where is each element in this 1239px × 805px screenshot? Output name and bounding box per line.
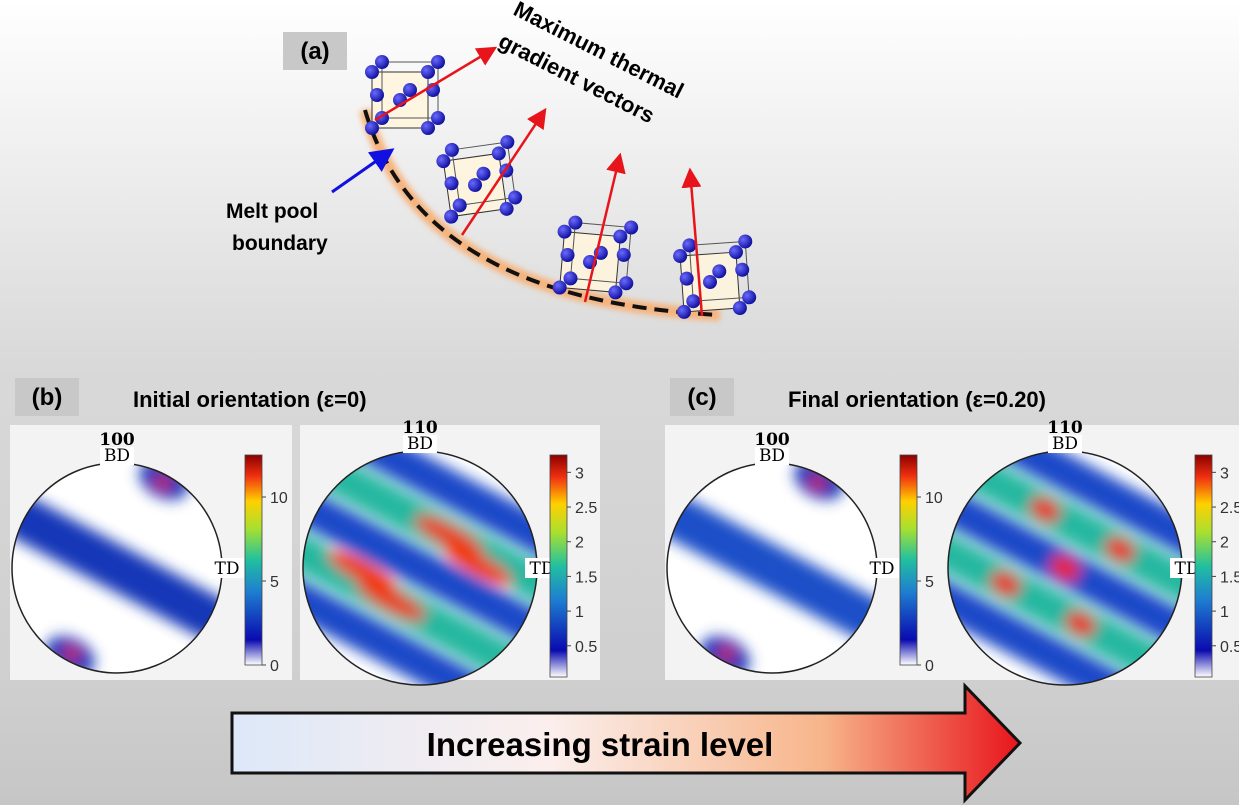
- atom: [365, 65, 379, 79]
- boundary-label: boundary: [232, 232, 328, 255]
- panel-label: (c): [687, 384, 716, 411]
- colorbar: [900, 455, 917, 665]
- colorbar-tick-label: 2.5: [1220, 500, 1239, 517]
- colorbar-tick-label: 10: [925, 490, 943, 507]
- colorbar-tick-label: 2.5: [575, 500, 597, 517]
- colorbar-tick-label: 1: [1220, 604, 1229, 621]
- atom: [421, 65, 435, 79]
- colorbar: [550, 455, 567, 677]
- colorbar-tick-label: 1.5: [575, 569, 597, 586]
- colorbar-tick-label: 0.5: [1220, 639, 1239, 656]
- colorbar-tick-label: 1: [575, 604, 584, 621]
- colorbar-tick-label: 2: [575, 535, 584, 552]
- boundary-label: Melt pool: [226, 200, 318, 223]
- axis-label: BD: [104, 446, 130, 466]
- panel-title: Final orientation (ε=0.20): [788, 387, 1046, 412]
- colorbar-tick-label: 5: [270, 574, 279, 591]
- colorbar-tick-label: 3: [575, 465, 584, 482]
- atom: [431, 55, 445, 69]
- colorbar-tick-label: 1.5: [1220, 569, 1239, 586]
- panel-label: (a): [300, 38, 329, 65]
- figure: (a) Maximum thermal gradient vectors Mel…: [0, 0, 1239, 805]
- axis-label: TD: [870, 559, 895, 579]
- atom: [370, 88, 384, 102]
- panel-title: Initial orientation (ε=0): [133, 387, 367, 412]
- colorbar-tick-label: 0.5: [575, 639, 597, 656]
- axis-label: BD: [759, 446, 785, 466]
- atom: [365, 121, 379, 135]
- atom: [431, 111, 445, 125]
- colorbar-tick-label: 0: [270, 658, 279, 675]
- arrow-label: Increasing strain level: [427, 726, 774, 763]
- colorbar-tick-label: 5: [925, 574, 934, 591]
- colorbar-tick-label: 0: [925, 658, 934, 675]
- axis-label: TD: [215, 559, 240, 579]
- colorbar: [245, 455, 262, 665]
- axis-label: BD: [1052, 434, 1078, 454]
- axis-label: BD: [407, 434, 433, 454]
- colorbar-tick-label: 2: [1220, 535, 1229, 552]
- atom: [375, 55, 389, 69]
- colorbar-tick-label: 10: [270, 490, 288, 507]
- panel-label: (b): [32, 384, 63, 411]
- colorbar-tick-label: 3: [1220, 465, 1229, 482]
- atom: [421, 121, 435, 135]
- colorbar: [1195, 455, 1212, 677]
